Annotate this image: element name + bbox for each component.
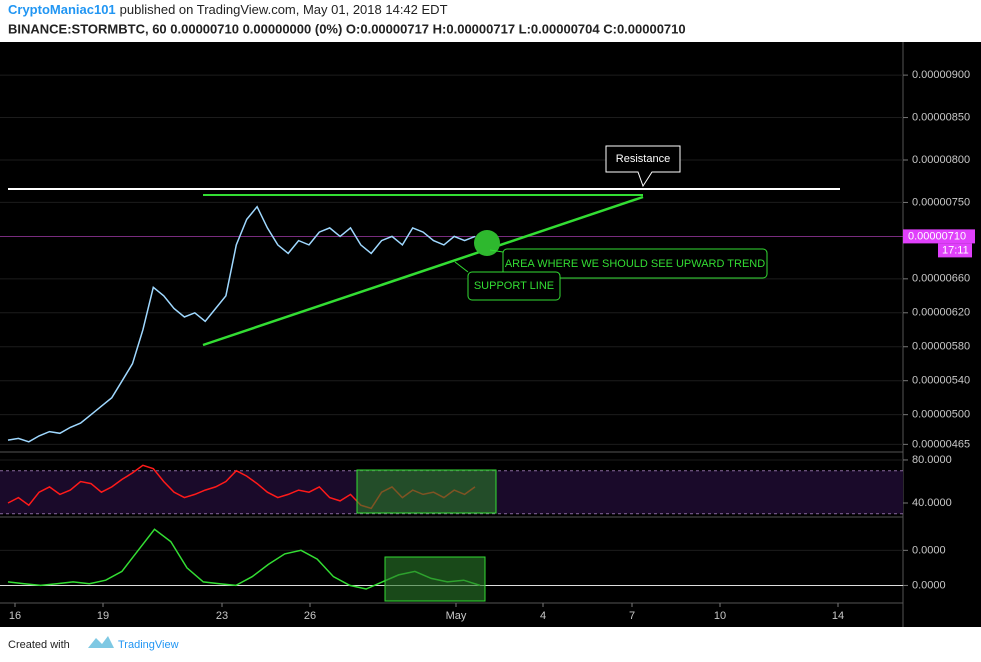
y-tick-label: 0.00000500 bbox=[912, 409, 970, 421]
x-tick-label: 7 bbox=[629, 610, 635, 622]
macd-highlight bbox=[384, 556, 486, 602]
x-tick-label: 19 bbox=[97, 610, 109, 622]
symbol-line: BINANCE:STORMBTC, 60 0.00000710 0.000000… bbox=[8, 21, 686, 36]
countdown-box bbox=[938, 243, 972, 258]
current-price-label: 0.00000710 bbox=[908, 230, 966, 242]
y-tick-label: 0.00000540 bbox=[912, 375, 970, 387]
x-tick-label: 26 bbox=[304, 610, 316, 622]
y-tick-label: 0.00000800 bbox=[912, 154, 970, 166]
x-tick-label: 4 bbox=[540, 610, 546, 622]
author-link[interactable]: CryptoManiac101 bbox=[8, 2, 116, 17]
y-tick-label: 0.00000900 bbox=[912, 69, 970, 81]
brand-logo bbox=[88, 636, 114, 648]
y-tick-label: 0.00000660 bbox=[912, 273, 970, 285]
y-tick-label: 0.00000465 bbox=[912, 438, 970, 450]
y-tick-label: 80.0000 bbox=[912, 454, 952, 466]
x-tick-label: 10 bbox=[714, 610, 726, 622]
support-line bbox=[202, 195, 644, 347]
callout-pointer bbox=[489, 249, 504, 253]
rsi-highlight bbox=[356, 469, 497, 514]
brand-link[interactable]: TradingView bbox=[118, 639, 179, 651]
area-callout bbox=[502, 248, 768, 279]
footer-text: Created with bbox=[8, 639, 70, 651]
published-text: published on TradingView.com, May 01, 20… bbox=[120, 2, 448, 17]
resistance-callout bbox=[605, 145, 681, 188]
x-tick-label: 23 bbox=[216, 610, 228, 622]
current-price-box bbox=[903, 229, 975, 244]
countdown-label: 17:11 bbox=[942, 244, 969, 256]
y-tick-label: 0.00000580 bbox=[912, 341, 970, 353]
price-line bbox=[7, 205, 476, 443]
y-tick-label: 0.0000 bbox=[912, 544, 946, 556]
callout-pointer bbox=[454, 261, 469, 273]
target-circle bbox=[474, 230, 500, 256]
support-callout bbox=[467, 271, 561, 301]
area-label: AREA WHERE WE SHOULD SEE UPWARD TREND bbox=[505, 258, 765, 270]
y-tick-label: 0.0000 bbox=[912, 579, 946, 591]
y-tick-label: 0.00000750 bbox=[912, 196, 970, 208]
x-tick-label: May bbox=[446, 610, 467, 622]
x-tick-label: 16 bbox=[9, 610, 21, 622]
y-tick-label: 40.0000 bbox=[912, 497, 952, 509]
resistance-label: Resistance bbox=[616, 153, 670, 165]
header-line: CryptoManiac101 published on TradingView.… bbox=[8, 2, 448, 17]
chart-background bbox=[0, 42, 981, 627]
y-tick-label: 0.00000620 bbox=[912, 307, 970, 319]
support-label: SUPPORT LINE bbox=[474, 280, 554, 292]
x-tick-label: 14 bbox=[832, 610, 844, 622]
y-tick-label: 0.00000850 bbox=[912, 111, 970, 123]
